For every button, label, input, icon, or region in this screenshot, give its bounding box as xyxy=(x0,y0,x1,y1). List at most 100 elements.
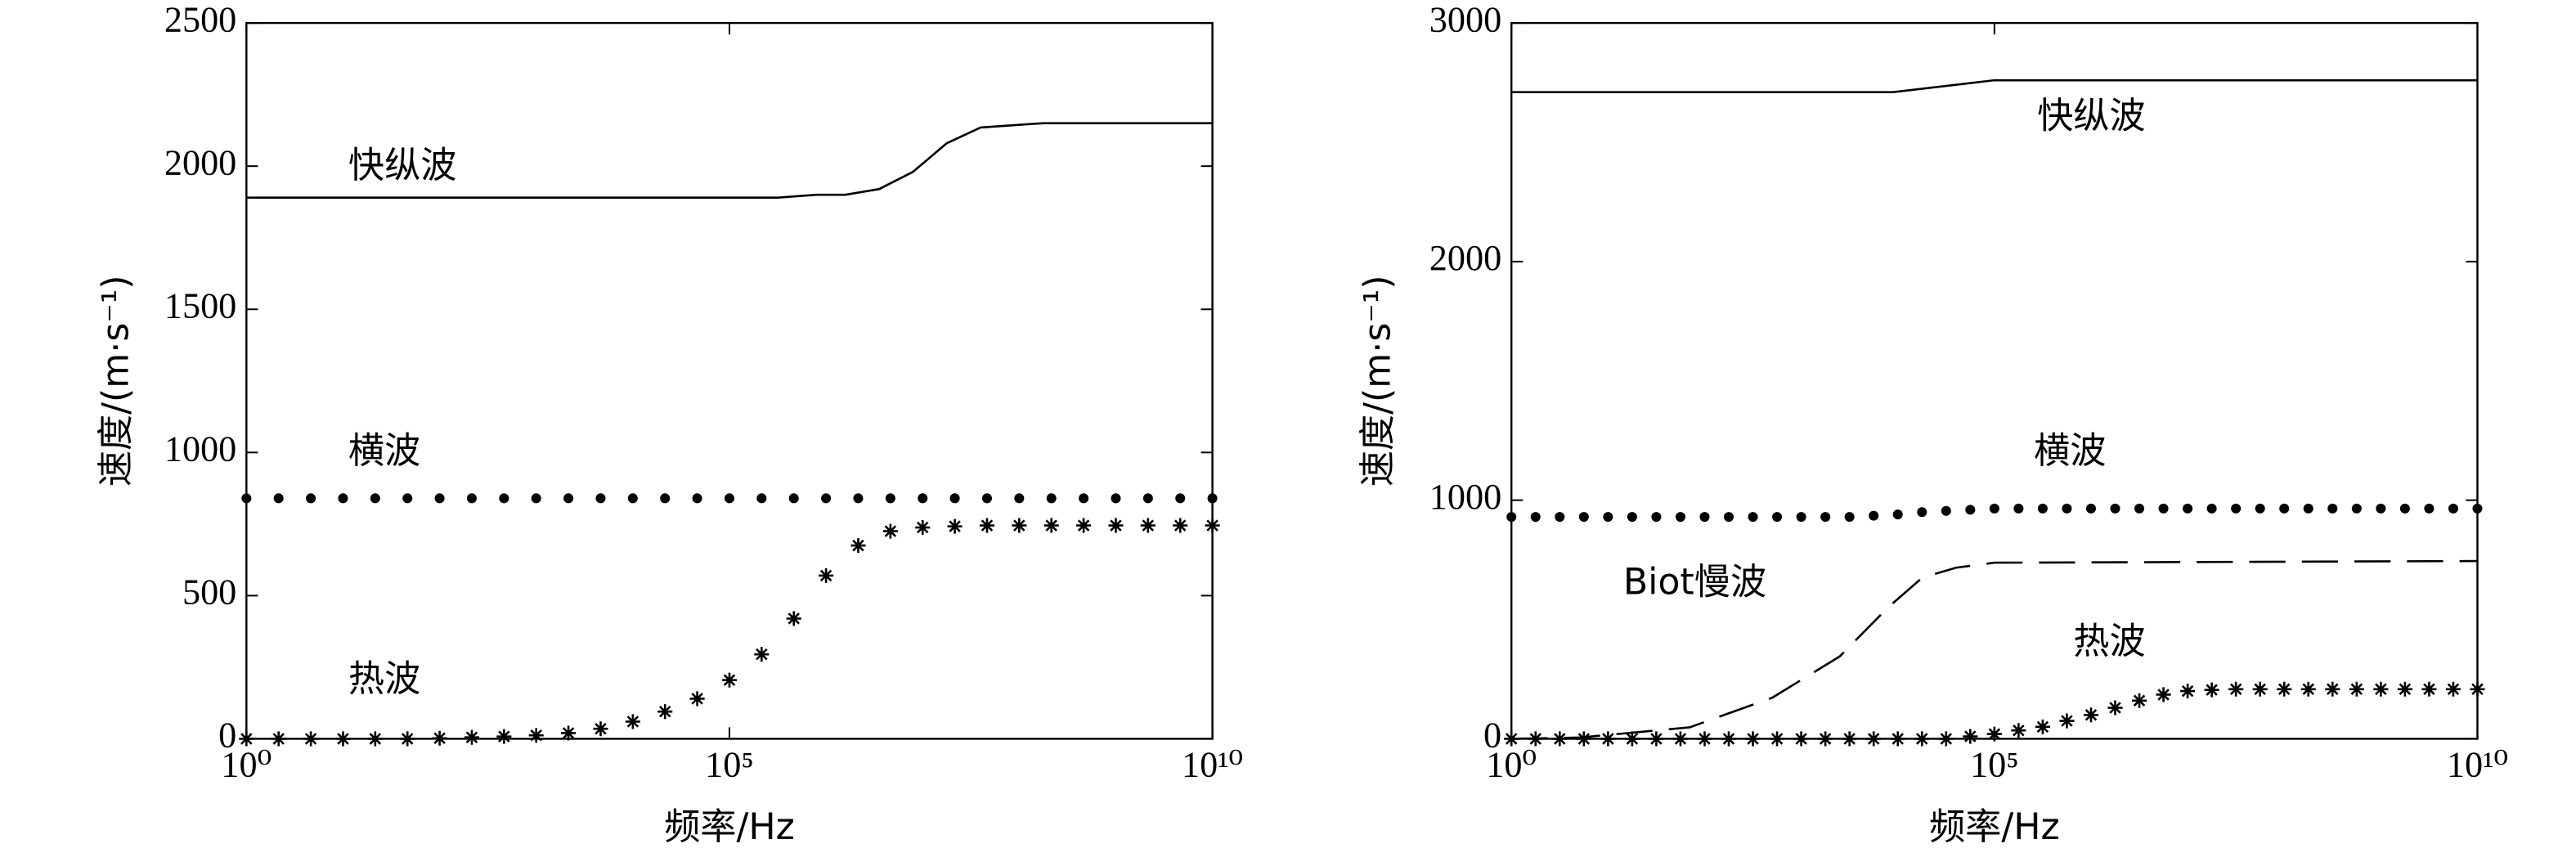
dot-marker xyxy=(1772,512,1783,523)
x-tick-label: 10⁰ xyxy=(221,745,272,785)
series-annotation: 热波 xyxy=(348,658,420,700)
asterisk-marker xyxy=(1721,731,1737,747)
asterisk-marker xyxy=(1140,518,1156,533)
asterisk-marker xyxy=(947,518,963,534)
asterisk-marker xyxy=(1793,731,1809,747)
dot-marker xyxy=(1142,493,1153,504)
dot-marker xyxy=(627,493,638,504)
series-line xyxy=(246,122,1213,199)
dot-marker xyxy=(2255,503,2265,514)
asterisk-marker xyxy=(1205,518,1220,533)
asterisk-marker xyxy=(1173,518,1188,533)
dot-marker xyxy=(853,493,864,504)
asterisk-marker xyxy=(979,518,995,533)
asterisk-marker xyxy=(2277,681,2292,697)
dot-marker xyxy=(402,493,413,504)
dot-marker xyxy=(563,493,574,504)
y-tick-label: 1000 xyxy=(164,428,236,469)
dot-marker xyxy=(2231,503,2242,514)
dot-marker xyxy=(2376,503,2386,514)
asterisk-marker xyxy=(1770,731,1785,747)
dot-marker xyxy=(821,493,832,504)
dot-marker xyxy=(2085,503,2096,514)
y-tick-label: 1500 xyxy=(164,285,236,325)
asterisk-marker xyxy=(1624,731,1640,747)
dot-marker xyxy=(2448,503,2458,514)
asterisk-marker xyxy=(625,714,640,729)
y-tick-label: 500 xyxy=(182,572,236,612)
asterisk-marker xyxy=(303,731,319,747)
x-tick-label: 10⁵ xyxy=(705,745,754,785)
dot-marker xyxy=(1111,493,1121,504)
dot-marker xyxy=(1207,493,1218,504)
dot-marker xyxy=(531,493,541,504)
dot-marker xyxy=(370,493,380,504)
asterisk-marker xyxy=(1890,731,1905,747)
asterisk-marker xyxy=(496,729,512,744)
y-tick-label: 1000 xyxy=(1429,477,1501,517)
x-tick-label: 10⁰ xyxy=(1486,745,1537,785)
asterisk-marker xyxy=(335,731,351,747)
asterisk-marker xyxy=(1043,518,1059,533)
dot-marker xyxy=(1506,512,1517,523)
asterisk-marker xyxy=(1745,731,1761,747)
asterisk-marker xyxy=(239,731,254,747)
dot-marker xyxy=(2279,503,2290,514)
asterisk-marker xyxy=(2011,723,2026,738)
dot-marker xyxy=(692,493,702,504)
x-axis-label: 频率/Hz xyxy=(664,806,795,848)
asterisk-marker xyxy=(2180,684,2196,699)
dot-marker xyxy=(1603,512,1613,523)
series-annotation: 横波 xyxy=(2034,430,2106,472)
dot-marker xyxy=(1555,512,1565,523)
dot-marker xyxy=(1748,512,1758,523)
asterisk-marker xyxy=(2325,681,2340,697)
asterisk-marker xyxy=(2131,693,2147,708)
asterisk-marker xyxy=(2445,681,2461,697)
x-axis-label: 频率/Hz xyxy=(1929,806,2060,848)
dot-marker xyxy=(1820,512,1831,523)
asterisk-marker xyxy=(1576,731,1591,747)
asterisk-marker xyxy=(1914,731,1930,747)
y-tick-label: 3000 xyxy=(1429,0,1501,39)
dot-marker xyxy=(434,493,445,504)
dot-marker xyxy=(885,493,895,504)
dot-marker xyxy=(2062,503,2072,514)
asterisk-marker xyxy=(2349,681,2364,697)
asterisk-marker xyxy=(1552,731,1568,747)
asterisk-marker xyxy=(593,721,608,737)
dot-marker xyxy=(1175,493,1186,504)
asterisk-marker xyxy=(432,730,447,746)
dot-marker xyxy=(1796,512,1806,523)
dot-marker xyxy=(2134,503,2145,514)
dot-marker xyxy=(241,493,252,504)
asterisk-marker xyxy=(721,672,738,688)
dot-marker xyxy=(338,493,348,504)
asterisk-marker xyxy=(561,725,577,741)
series-annotation: Biot慢波 xyxy=(1623,562,1766,603)
plot-frame xyxy=(1510,21,2479,740)
asterisk-marker xyxy=(271,731,286,747)
asterisk-marker xyxy=(1528,731,1543,747)
asterisk-marker xyxy=(2228,681,2244,697)
asterisk-marker xyxy=(657,704,673,720)
plot-frame xyxy=(245,21,1214,740)
dot-marker xyxy=(1989,503,1999,514)
dot-marker xyxy=(1917,507,1928,518)
x-tick-label: 10¹⁰ xyxy=(2447,745,2508,785)
asterisk-marker xyxy=(2035,719,2050,734)
dot-marker xyxy=(1014,493,1025,504)
dot-marker xyxy=(2037,503,2048,514)
y-tick-label: 2000 xyxy=(1429,238,1501,278)
dot-marker xyxy=(918,493,928,504)
asterisk-marker xyxy=(2059,713,2075,729)
dot-marker xyxy=(2183,503,2193,514)
y-tick-label: 2000 xyxy=(164,142,236,182)
dot-marker xyxy=(2327,503,2338,514)
asterisk-marker xyxy=(2083,707,2099,723)
dot-marker xyxy=(2399,503,2410,514)
asterisk-marker xyxy=(2107,700,2123,716)
asterisk-marker xyxy=(1866,731,1882,747)
dot-marker xyxy=(2424,503,2435,514)
